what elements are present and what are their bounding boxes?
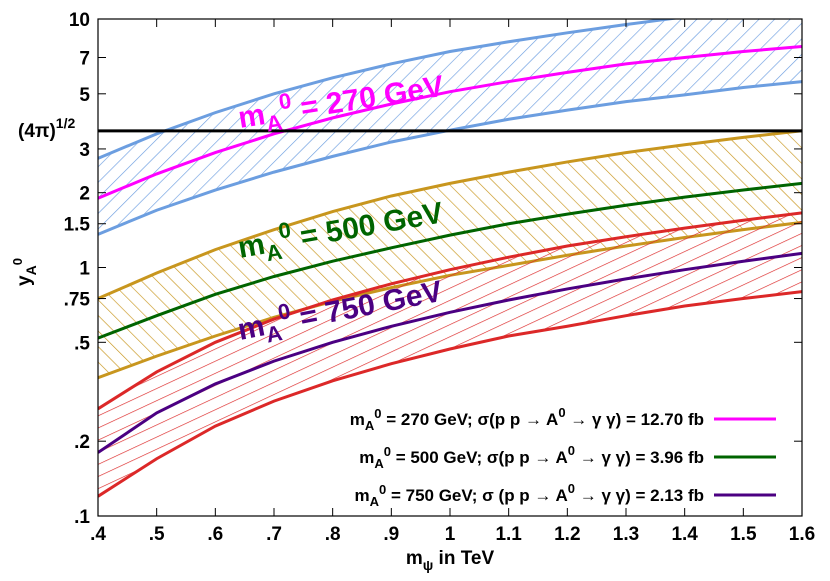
y-tick-label-7: 3 [79,140,90,161]
x-tick-label-11: 1.5 [730,524,757,545]
x-tick-label-7: 1.1 [495,524,522,545]
legend-entry-0: mA0 = 270 GeV; σ(p p → A0 → γ γ) = 12.70… [350,405,704,433]
band-upper-edge-1 [98,129,802,300]
x-tick-label-10: 1.4 [671,524,698,545]
x-tick-label-3: .7 [266,524,282,545]
x-axis-label: mψ in TeV [406,548,495,573]
series-line-0 [98,45,802,200]
y-tick-label-4: 1 [79,259,90,280]
band-fill-2 [98,212,802,497]
x-tick-label-9: 1.3 [613,524,639,545]
y-tick-label-10: 10 [69,10,90,31]
x-tick-label-12: 1.6 [789,524,815,545]
x-tick-label-4: .8 [325,524,341,545]
x-tick-label-0: .4 [90,524,106,545]
y-tick-label-3: .75 [64,290,91,311]
series-line-1 [98,181,802,340]
y-tick-label-1: .2 [74,432,90,453]
x-tick-label-8: 1.2 [554,524,580,545]
x-tick-label-2: .6 [207,524,223,545]
band-fill-0 [98,19,802,235]
y-tick-label-9: 7 [79,48,90,69]
legend-entry-2: mA0 = 750 GeV; σ (p p → A0 → γ γ) = 2.13… [355,481,705,509]
uncertainty-bands [98,19,802,498]
reference-line-group: (4π)1/2 [18,115,802,142]
band-upper-edge-0 [98,19,680,160]
axis-labels: mψ in TeV yA0 [10,258,494,573]
y-tick-label-2: .5 [74,333,90,354]
band-lower-edge-2 [98,290,802,498]
y-tick-label-5: 1.5 [64,215,91,236]
y-tick-label-0: .1 [74,507,90,528]
x-tick-label-6: 1 [445,524,456,545]
axis-ticks: .4 .5 .6 .7 .8 .9 1 1.1 1.2 1.3 1.4 1.5 1.6 .1 .2 .5 .75… [64,10,816,545]
series-line-2 [98,251,802,454]
reference-line-label: (4π)1/2 [18,115,75,142]
x-tick-label-5: .9 [383,524,399,545]
legend-entry-1: mA0 = 500 GeV; σ(p p → A0 → γ γ) = 3.96 … [359,443,704,471]
legend: mA0 = 270 GeV; σ(p p → A0 → γ γ) = 12.70… [350,405,776,509]
y-tick-label-6: 2 [79,184,90,205]
band-upper-edge-2 [98,211,802,411]
y-tick-label-8: 5 [79,85,90,106]
y-axis-label: yA0 [10,258,39,286]
series-lines [98,45,802,454]
x-tick-label-1: .5 [149,524,165,545]
